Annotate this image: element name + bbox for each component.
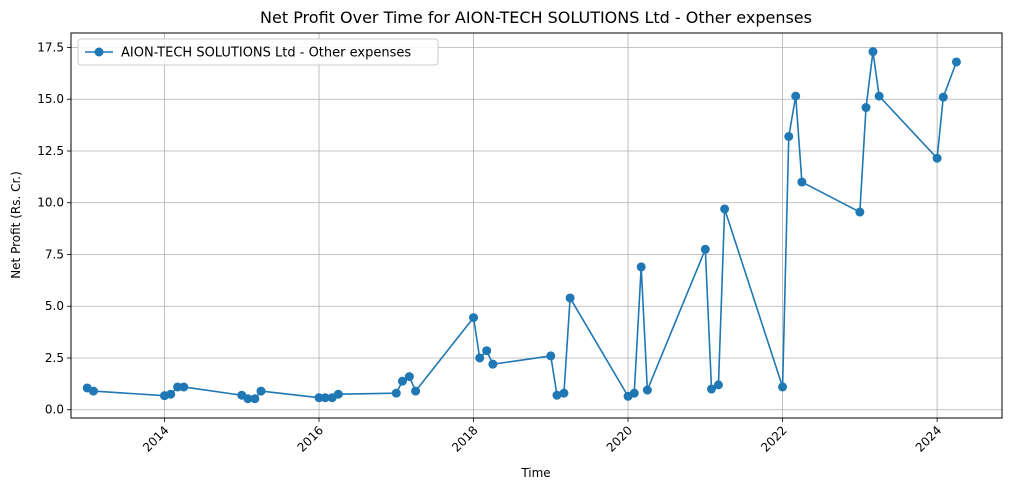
data-point <box>642 385 652 395</box>
y-tick-label: 5.0 <box>45 299 64 313</box>
legend-box <box>77 38 439 66</box>
data-point <box>932 153 942 163</box>
y-tick-label: 2.5 <box>45 351 64 365</box>
data-point <box>482 346 492 356</box>
data-point <box>469 313 479 323</box>
data-point <box>938 92 948 102</box>
data-point <box>855 207 865 217</box>
data-point <box>700 244 710 254</box>
data-point <box>88 386 98 396</box>
data-point <box>256 386 266 396</box>
data-point <box>951 57 961 67</box>
data-point <box>320 393 330 403</box>
y-tick-label: 12.5 <box>37 144 64 158</box>
data-point <box>559 388 569 398</box>
data-point <box>333 389 343 399</box>
plot-frame <box>70 32 1003 419</box>
data-point <box>784 131 794 141</box>
data-point <box>488 359 498 369</box>
y-tick-label: 0.0 <box>45 403 64 417</box>
data-point <box>179 382 189 392</box>
series-layer <box>82 47 961 404</box>
data-point <box>868 47 878 57</box>
legend-marker-swatch <box>94 47 104 57</box>
data-point <box>861 103 871 113</box>
data-point <box>173 382 183 392</box>
data-point <box>404 372 414 382</box>
y-tick-label: 7.5 <box>45 247 64 261</box>
y-axis-label: Net Profit (Rs. Cr.) <box>9 171 23 279</box>
data-point <box>475 353 485 363</box>
grid-lines <box>71 33 1002 418</box>
data-point <box>411 386 421 396</box>
data-point <box>391 388 401 398</box>
data-point <box>166 389 176 399</box>
data-point <box>565 293 575 303</box>
data-point <box>874 91 884 101</box>
data-point <box>552 390 562 400</box>
x-axis-label: Time <box>520 466 550 480</box>
y-tick-label: 10.0 <box>37 196 64 210</box>
data-point <box>797 177 807 187</box>
data-point <box>250 394 260 404</box>
data-point <box>546 351 556 361</box>
data-point <box>720 204 730 214</box>
data-point <box>636 262 646 272</box>
data-point <box>707 384 716 394</box>
legend: AION-TECH SOLUTIONS Ltd - Other expenses <box>77 38 439 66</box>
data-point <box>243 394 253 404</box>
data-point <box>629 388 639 398</box>
y-tick-label: 17.5 <box>37 40 64 54</box>
y-tick-label: 15.0 <box>37 92 64 106</box>
data-point <box>314 393 324 403</box>
data-point <box>791 91 801 101</box>
data-point <box>713 380 723 390</box>
data-point <box>397 376 407 386</box>
chart-title: Net Profit Over Time for AION-TECH SOLUT… <box>260 8 812 27</box>
data-point <box>778 382 788 392</box>
legend-entry-label: AION-TECH SOLUTIONS Ltd - Other expenses <box>121 46 411 61</box>
y-axis-ticks: 0.0 2.5 5.0 7.5 10.0 12.5 15.0 17.5 <box>37 40 71 417</box>
